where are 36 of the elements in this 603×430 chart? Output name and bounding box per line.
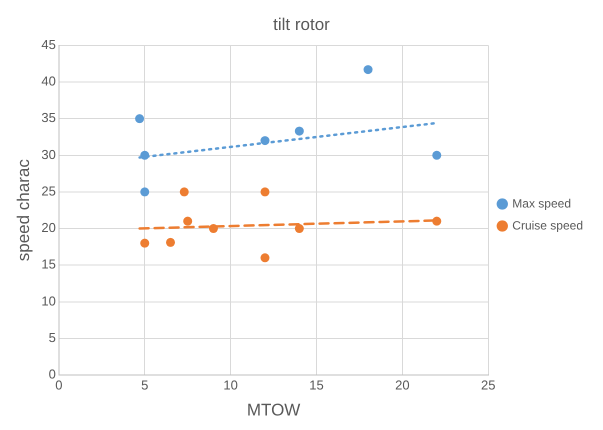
point — [140, 150, 150, 160]
y-tick-label: 30 — [41, 146, 56, 162]
y-tick-label: 15 — [41, 256, 56, 272]
y-tick-label: 20 — [41, 220, 56, 236]
y-tick-label: 5 — [48, 330, 56, 345]
x-tick-label: 20 — [395, 377, 410, 392]
point — [432, 216, 442, 226]
point — [294, 126, 304, 136]
y-tick-label: 0 — [48, 366, 56, 382]
x-axis-title: MTOW — [246, 400, 300, 420]
point — [208, 224, 218, 234]
point — [183, 216, 192, 226]
x-tick-label: 5 — [141, 377, 148, 392]
point — [260, 136, 270, 146]
y-tick-label: 45 — [41, 36, 56, 52]
point — [135, 114, 144, 124]
x-tick-label: 10 — [223, 377, 238, 392]
y-axis-title: speed charac — [14, 158, 33, 262]
point — [140, 238, 150, 248]
point — [260, 253, 270, 262]
point — [432, 150, 442, 160]
chart-title: tilt rotor — [273, 14, 330, 34]
x-tick-label: 25 — [481, 377, 496, 392]
point — [166, 238, 176, 247]
y-tick-label: 25 — [41, 183, 56, 198]
y-tick-label: 35 — [41, 110, 56, 126]
point — [140, 187, 150, 196]
point — [180, 187, 189, 196]
legend-label: Max speed — [512, 196, 571, 210]
y-tick-label: 40 — [41, 74, 56, 89]
x-tick-label: 15 — [309, 377, 324, 392]
point — [260, 187, 270, 196]
point — [294, 224, 304, 234]
y-tick-label: 10 — [41, 293, 56, 308]
legend-label: Cruise speed — [512, 218, 584, 232]
point — [364, 65, 373, 74]
